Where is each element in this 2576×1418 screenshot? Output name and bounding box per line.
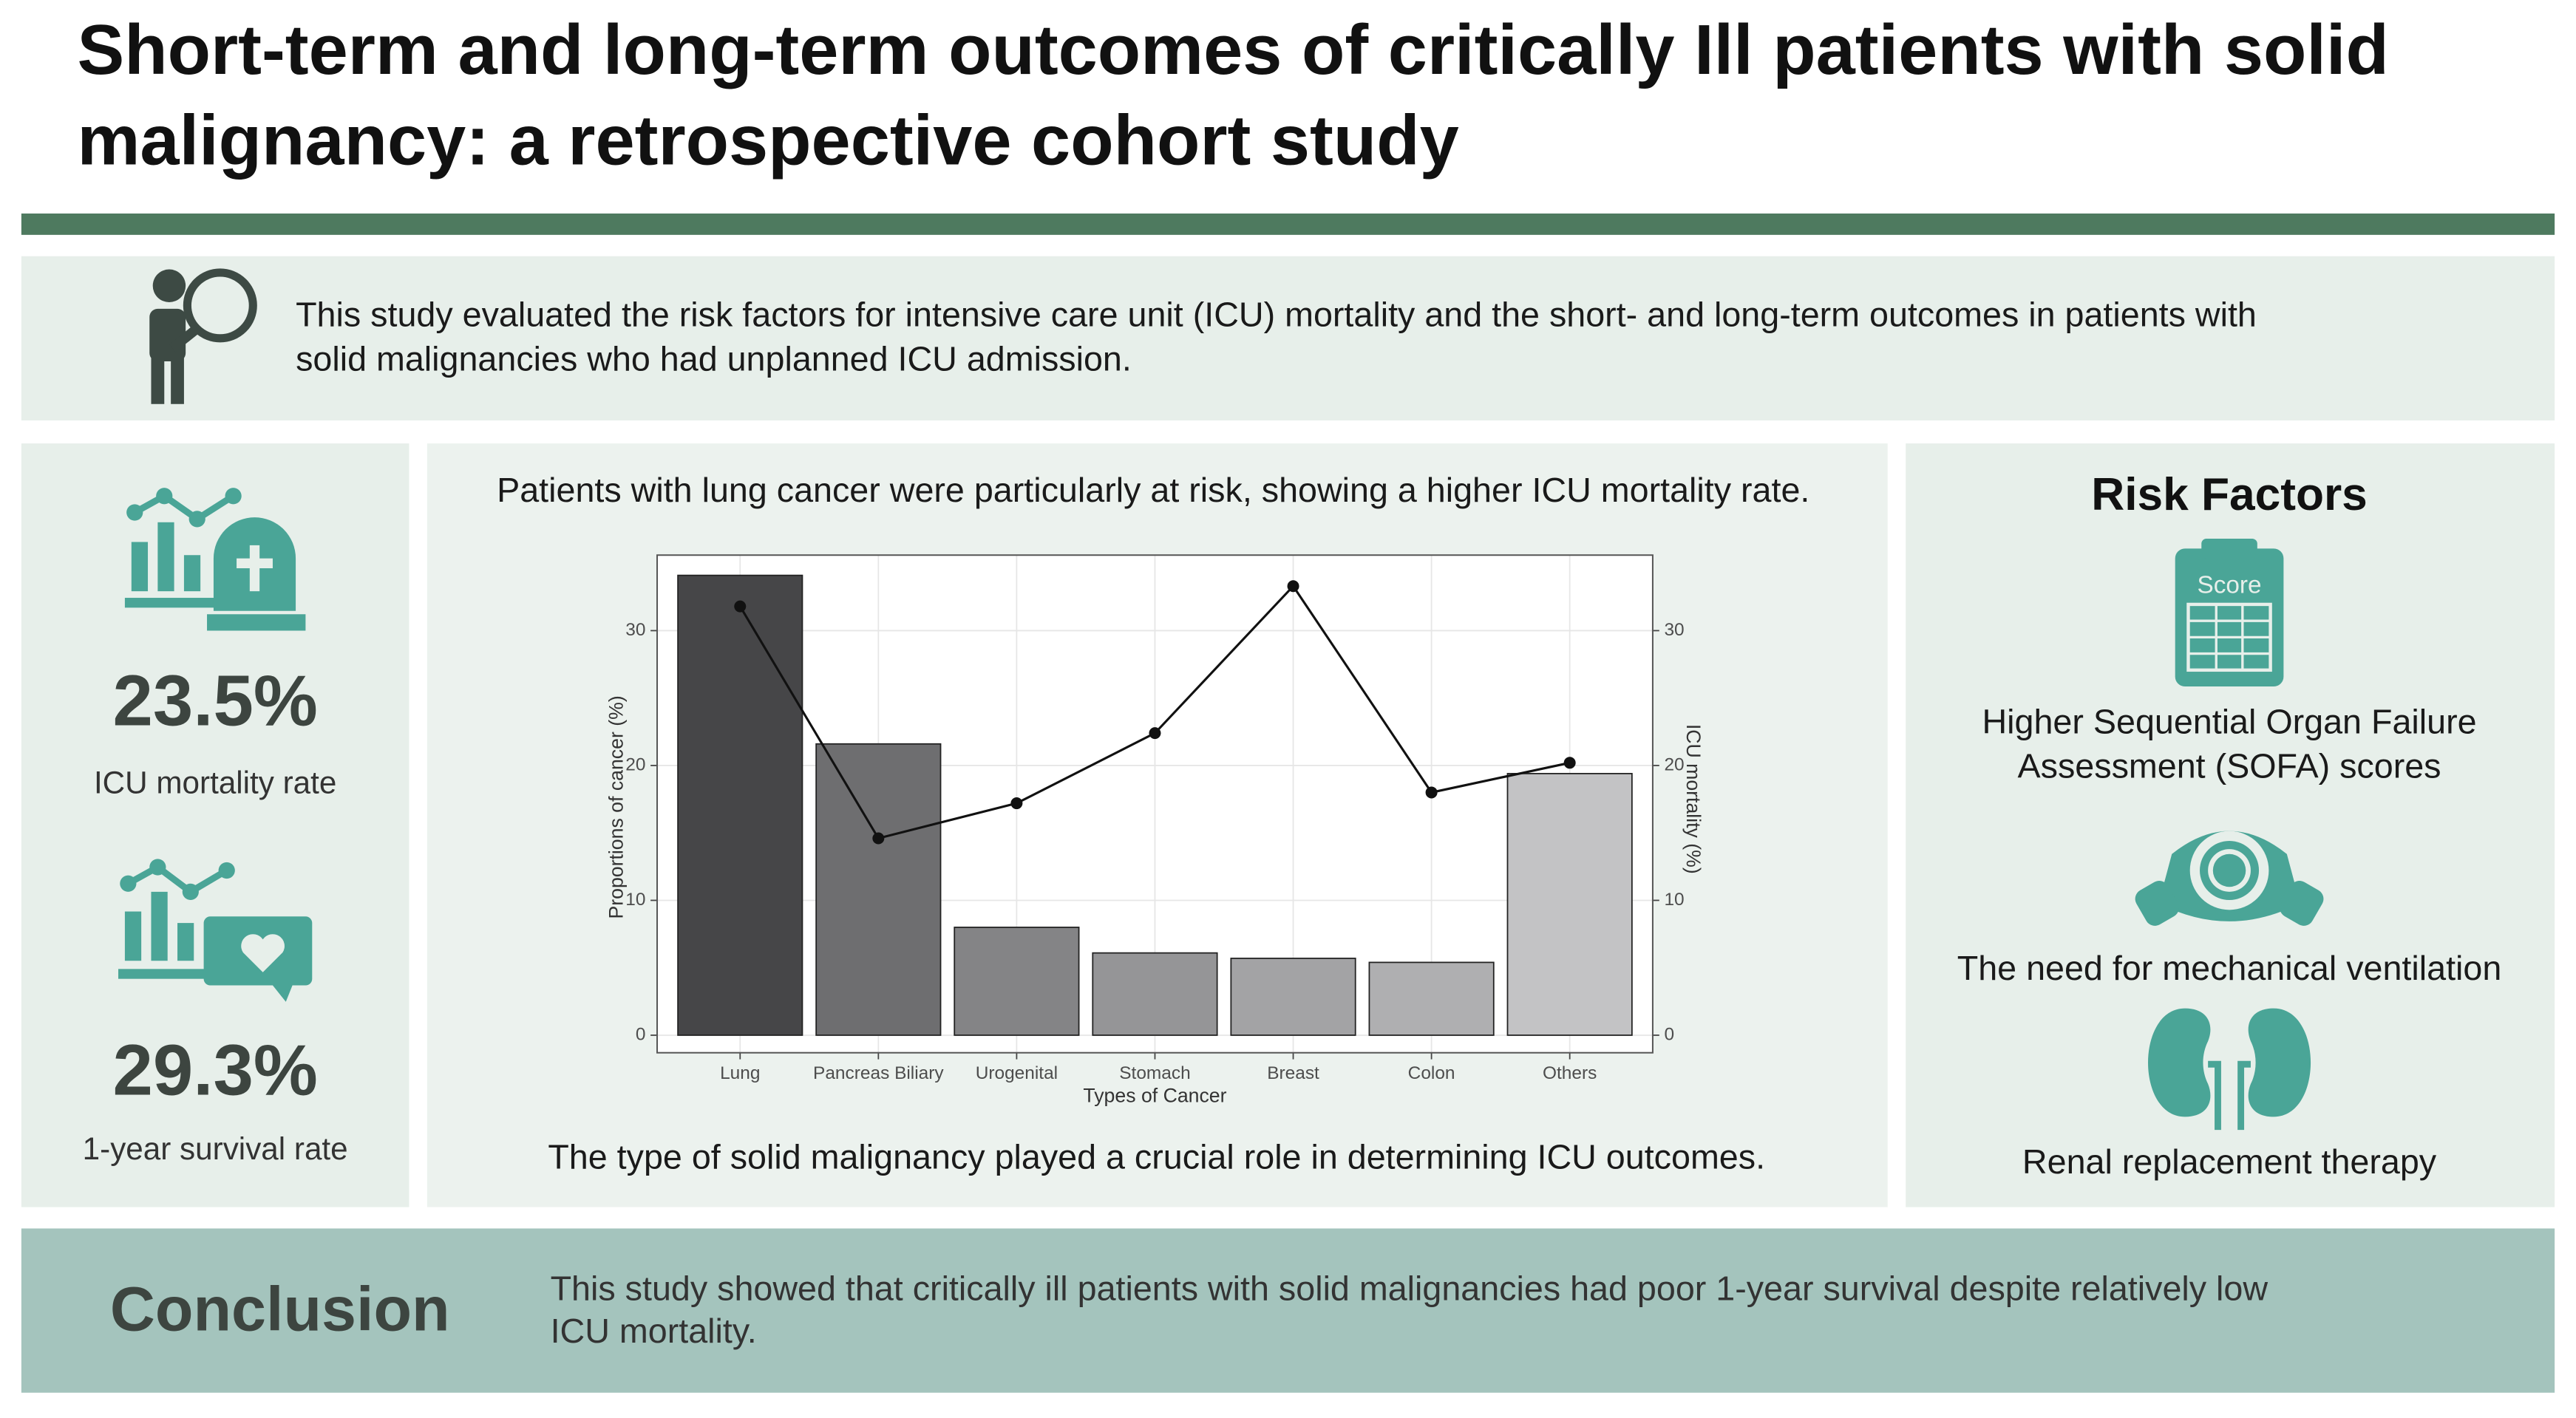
x-tick-label: Pancreas Biliary — [813, 1063, 944, 1083]
conclusion-heading: Conclusion — [110, 1274, 450, 1343]
line-point — [872, 832, 885, 845]
ventilation-icon — [2135, 831, 2324, 926]
x-axis-title: Types of Cancer — [1083, 1085, 1226, 1107]
x-tick-label: Urogenital — [976, 1063, 1058, 1083]
risk-text: The need for mechanical ventilation — [1957, 949, 2502, 987]
intro-box — [21, 256, 2555, 420]
stat-label: ICU mortality rate — [94, 766, 336, 800]
mortality-icon — [124, 488, 306, 631]
y-axis-title: Proportions of cancer (%) — [605, 695, 628, 918]
line-point — [1010, 797, 1023, 810]
bar — [815, 743, 942, 1036]
title-line: Short-term and long-term outcomes of cri… — [77, 10, 2388, 89]
y-tick-label: 30 — [625, 620, 645, 640]
title-line: malignancy: a retrospective cohort study — [77, 100, 1458, 180]
chart-footnote: The type of solid malignancy played a cr… — [548, 1137, 1765, 1176]
x-tick-label: Stomach — [1119, 1063, 1190, 1083]
y-tick-label: 0 — [636, 1024, 646, 1044]
y-tick-label: 20 — [625, 754, 645, 774]
survival-icon — [118, 859, 313, 1002]
divider — [21, 213, 2555, 235]
y2-tick-label: 30 — [1664, 620, 1684, 640]
chart-headline: Patients with lung cancer were particula… — [497, 471, 1809, 509]
chart: 0 10 20 30 0 10 20 30 Lung Pancreas Biliary Urogen… — [605, 554, 1705, 1107]
y2-tick-label: 0 — [1664, 1024, 1674, 1044]
intro-text: This study evaluated the risk factors fo… — [296, 295, 2257, 333]
y2-tick-label: 20 — [1664, 754, 1684, 774]
bar — [954, 927, 1080, 1036]
risk-heading: Risk Factors — [2091, 469, 2367, 520]
intro-text: solid malignancies who had unplanned ICU… — [296, 339, 1132, 378]
y2-axis-title: ICU mortality (%) — [1682, 724, 1705, 874]
line-point — [1425, 786, 1438, 799]
bar — [1368, 961, 1495, 1036]
conclusion-text: This study showed that critically ill pa… — [551, 1269, 2269, 1307]
y2-tick-label: 10 — [1664, 890, 1684, 910]
stat-value: 23.5% — [113, 660, 318, 741]
risk-text: Renal replacement therapy — [2022, 1142, 2437, 1181]
bar — [1092, 952, 1218, 1036]
stat-value: 29.3% — [113, 1029, 318, 1111]
stat-label: 1-year survival rate — [83, 1131, 348, 1166]
score-icon: Score — [2175, 539, 2284, 687]
x-tick-label: Lung — [720, 1063, 760, 1083]
conclusion-text: ICU mortality. — [551, 1312, 757, 1350]
line-point — [1149, 727, 1161, 740]
risk-text: Higher Sequential Organ Failure — [1982, 702, 2476, 740]
line-point — [734, 600, 747, 613]
line-point — [1287, 580, 1299, 593]
kidney-icon — [2148, 1008, 2311, 1131]
plot-border — [656, 554, 1654, 1054]
researcher-icon — [149, 268, 257, 404]
bar — [1506, 773, 1633, 1036]
x-tick-label: Others — [1543, 1063, 1597, 1083]
x-tick-label: Breast — [1267, 1063, 1319, 1083]
bar — [677, 574, 803, 1036]
conclusion-box — [21, 1228, 2555, 1393]
risk-text: Assessment (SOFA) scores — [2018, 747, 2441, 785]
line-point — [1563, 757, 1576, 769]
x-tick-label: Colon — [1408, 1063, 1455, 1083]
bar — [1230, 958, 1356, 1036]
icon-label: Score — [2197, 571, 2261, 599]
y-tick-label: 10 — [625, 890, 645, 910]
